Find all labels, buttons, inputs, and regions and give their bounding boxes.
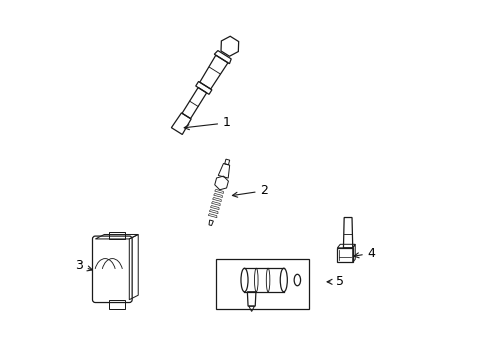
Bar (216, 258, 308, 309)
Text: 5: 5 (326, 275, 343, 288)
Text: 3: 3 (75, 259, 92, 272)
Text: 1: 1 (184, 116, 230, 130)
Text: 2: 2 (232, 184, 268, 197)
Text: 4: 4 (353, 247, 375, 260)
